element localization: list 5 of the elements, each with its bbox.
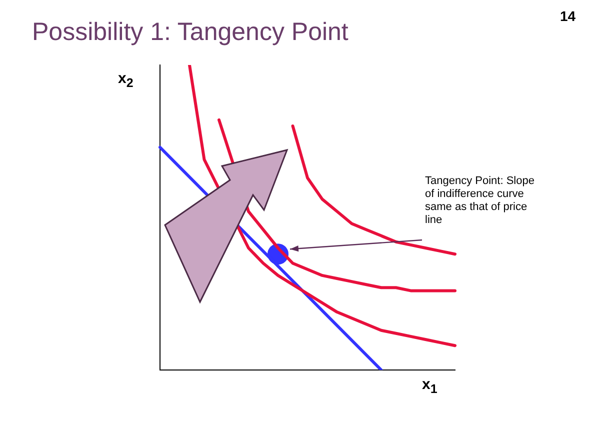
x-axis-title: x$_{1}$ (422, 376, 438, 396)
chart-title: Possibility 1: Tangency Point (32, 18, 348, 47)
text: 14 (560, 8, 576, 24)
y-axis-title: x$_{2}$ (118, 70, 134, 90)
annotation: Tangency Point: Slope of indifference curve same as that of price line (425, 175, 536, 227)
